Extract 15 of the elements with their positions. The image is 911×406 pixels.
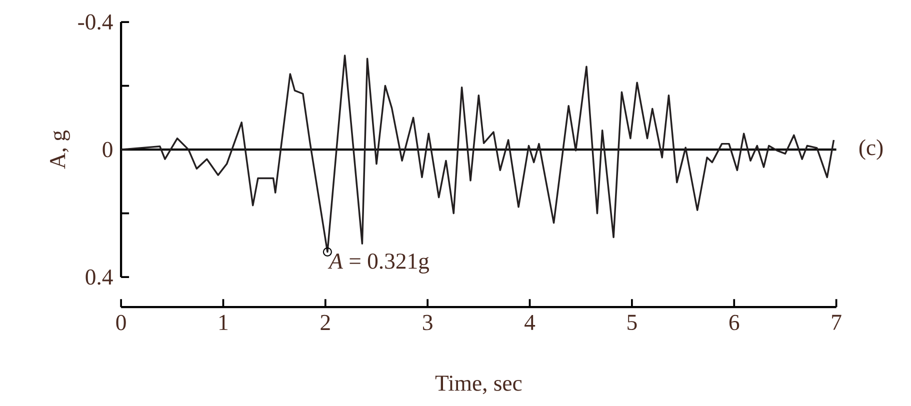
x-tick-label: 0 (116, 314, 126, 330)
y-tick-label: 0 (102, 142, 112, 158)
y-tick-label: -0.4 (78, 14, 113, 30)
annotation: A = 0.321g (328, 253, 429, 274)
x-tick-label: 7 (832, 314, 842, 330)
x-tick-label: 4 (524, 314, 536, 330)
text: (c) (859, 139, 883, 160)
x-tick-label: 3 (423, 314, 432, 330)
x-tick-label: 1 (220, 314, 228, 330)
y-axis-title: A, g (50, 130, 70, 169)
x-tick-label: 5 (628, 314, 637, 330)
x-tick-label: 2 (320, 314, 330, 330)
x-tick-label: 6 (729, 314, 740, 330)
y-tick-label: 0.4 (86, 269, 113, 285)
x-axis-title: Time, sec (435, 376, 522, 394)
